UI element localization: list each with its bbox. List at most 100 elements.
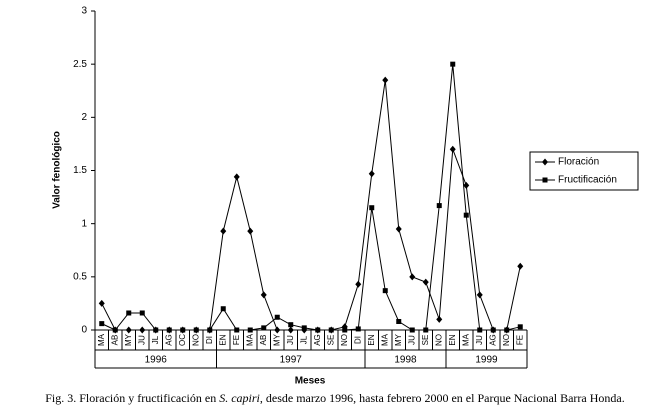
x-axis-title: Meses [295, 376, 326, 387]
y-tick-label: 3 [81, 6, 87, 17]
point [517, 324, 523, 330]
x-tick-label: AB [259, 335, 268, 346]
x-tick-label: OC [178, 334, 187, 346]
legend-marker [542, 158, 548, 166]
x-tick-label: MA [461, 333, 470, 346]
point [382, 76, 389, 84]
x-tick-label: FE [515, 335, 524, 345]
x-tick-label: MY [394, 333, 403, 346]
x-tick-label: NO [434, 334, 443, 346]
series-line [101, 64, 521, 331]
legend-label: Fructificación [558, 175, 617, 186]
point [288, 322, 294, 328]
x-tick-label: FE [232, 335, 241, 345]
point [260, 291, 267, 299]
point [166, 327, 172, 333]
point [139, 326, 146, 334]
point [463, 212, 469, 218]
point [517, 262, 524, 270]
x-tick-label: EN [218, 334, 227, 345]
x-tick-label: DI [205, 336, 214, 344]
point [450, 61, 456, 67]
point [449, 145, 456, 153]
point [422, 278, 429, 286]
y-tick-label: 0 [81, 325, 87, 336]
x-tick-label: JL [151, 335, 160, 344]
point [247, 327, 253, 333]
point [355, 280, 362, 288]
legend-marker [542, 177, 548, 183]
point [423, 327, 429, 333]
x-tick-label: MA [97, 333, 106, 346]
year-label: 1998 [394, 355, 417, 366]
legend [529, 151, 639, 191]
year-label: 1999 [475, 355, 498, 366]
point [193, 327, 199, 333]
point [180, 327, 186, 333]
x-tick-label: DI [353, 336, 362, 344]
y-tick-label: 1.5 [73, 165, 87, 176]
x-tick-label: AG [164, 334, 173, 346]
point [99, 321, 105, 327]
point [153, 327, 159, 333]
point [368, 170, 375, 178]
x-tick-label: SE [326, 335, 335, 346]
point [261, 325, 267, 331]
x-tick-label: MY [272, 333, 281, 346]
x-tick-label: AG [313, 334, 322, 346]
year-label: 1997 [280, 355, 303, 366]
point [287, 326, 294, 334]
y-tick-label: 0.5 [73, 271, 87, 282]
x-tick-label: SE [421, 335, 430, 346]
point [139, 310, 145, 316]
x-tick-label: NO [191, 334, 200, 346]
caption-species: S. capiri [219, 391, 260, 405]
point [220, 227, 227, 235]
x-tick-label: MY [124, 333, 133, 346]
point [315, 327, 321, 333]
point [395, 225, 402, 233]
x-tick-label: NO [502, 334, 511, 346]
x-tick-label: MA [380, 333, 389, 346]
point [382, 288, 388, 294]
point [301, 325, 307, 331]
point [355, 326, 361, 332]
x-tick-label: JL [299, 335, 308, 344]
point [220, 306, 226, 312]
point [328, 327, 334, 333]
x-tick-label: JU [137, 335, 146, 345]
point [409, 327, 415, 333]
point [112, 327, 118, 333]
point [463, 181, 470, 189]
point [436, 315, 443, 323]
point [207, 327, 213, 333]
point [274, 326, 281, 334]
x-tick-label: JU [286, 335, 295, 345]
point [125, 326, 132, 334]
x-tick-label: AB [110, 335, 119, 346]
x-tick-label: EN [448, 334, 457, 345]
caption-text: , desde marzo 1996, hasta febrero 2000 e… [260, 391, 625, 405]
point [247, 227, 254, 235]
x-tick-label: JU [475, 335, 484, 345]
y-axis-title: Valor fenológico [52, 131, 63, 209]
x-tick-label: MA [245, 333, 254, 346]
point [369, 205, 375, 211]
point [476, 291, 483, 299]
point [490, 327, 496, 333]
caption-text: Fig. 3. Floración y fructificación en [45, 391, 219, 405]
legend-label: Floración [558, 157, 599, 168]
y-tick-label: 1 [81, 218, 87, 229]
point [274, 314, 280, 320]
x-tick-label: AG [488, 334, 497, 346]
x-tick-label: EN [367, 334, 376, 345]
point [342, 327, 348, 333]
x-tick-label: JU [407, 335, 416, 345]
point [126, 310, 132, 316]
point [436, 203, 442, 209]
x-tick-label: NO [340, 334, 349, 346]
point [233, 173, 240, 181]
point [234, 327, 240, 333]
point [504, 327, 510, 333]
